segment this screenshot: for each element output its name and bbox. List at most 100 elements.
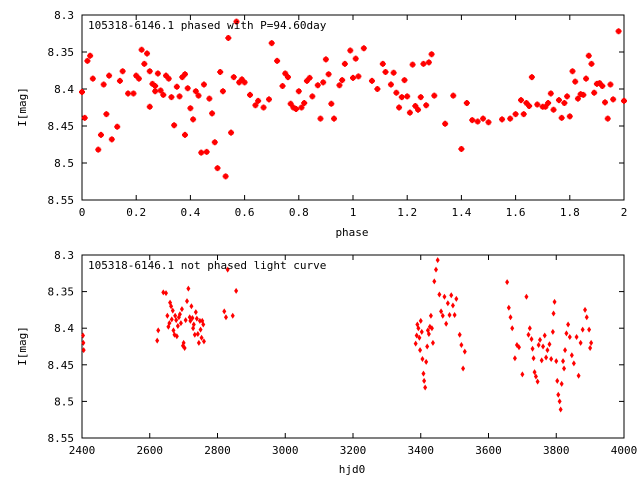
data-point-core — [361, 46, 367, 51]
data-point — [191, 321, 196, 328]
data-point-core — [600, 83, 605, 89]
data-point — [433, 266, 438, 273]
y-tick-label: 8.55 — [48, 432, 75, 445]
data-point — [169, 303, 174, 310]
data-point — [530, 345, 535, 352]
x-tick-label: 2800 — [204, 444, 231, 457]
data-point — [539, 357, 544, 364]
data-point — [195, 331, 200, 338]
data-point-core — [147, 104, 152, 109]
data-point-core — [199, 150, 204, 155]
data-point — [531, 355, 536, 362]
data-point-core — [413, 103, 418, 109]
data-point-core — [125, 91, 131, 96]
data-point-core — [104, 111, 109, 117]
data-point-core — [575, 96, 581, 101]
data-point — [555, 377, 560, 384]
data-point — [199, 334, 204, 341]
data-point — [542, 332, 547, 339]
x-tick-label: 1.6 — [506, 206, 526, 219]
data-point — [440, 312, 445, 319]
tick-labels: 2400 2600 2800 3000 3200 3400 3600 3800 4000 8.3 8… — [48, 249, 638, 457]
data-point-core — [247, 92, 253, 98]
data-point — [544, 354, 549, 361]
data-point — [444, 320, 449, 327]
data-point — [563, 347, 568, 354]
data-point-core — [567, 114, 572, 119]
data-point-core — [79, 89, 85, 95]
data-point — [584, 314, 589, 321]
data-point — [165, 312, 170, 319]
data-point — [414, 332, 419, 339]
data-point — [174, 317, 179, 324]
data-point-core — [350, 75, 356, 81]
data-point — [428, 312, 433, 319]
data-point-core — [597, 80, 602, 86]
x-tick-label: 3800 — [543, 444, 570, 457]
data-point-core — [307, 75, 312, 81]
data-point-core — [90, 76, 96, 81]
data-point-core — [556, 97, 562, 103]
data-point — [420, 355, 425, 362]
data-point — [462, 348, 467, 355]
x-tick-label: 1.8 — [560, 206, 580, 219]
data-point — [422, 377, 427, 384]
data-point-core — [266, 97, 272, 102]
data-point — [508, 314, 513, 321]
data-point-core — [388, 82, 394, 87]
data-point — [201, 321, 206, 328]
data-point-core — [543, 104, 548, 109]
data-point-core — [182, 72, 188, 77]
data-point — [550, 328, 555, 335]
data-point-core — [280, 83, 285, 89]
data-point-core — [231, 74, 236, 80]
data-point-core — [288, 101, 293, 106]
data-point — [588, 344, 593, 351]
data-point — [178, 320, 183, 327]
data-point — [532, 369, 537, 376]
data-point-core — [150, 81, 155, 87]
data-point-core — [320, 80, 326, 85]
data-point-core — [161, 92, 166, 98]
y-tick-label: 8.45 — [48, 359, 75, 372]
data-point-core — [293, 106, 299, 112]
data-point-core — [152, 83, 158, 89]
data-point — [529, 336, 534, 343]
x-tick-label: 3600 — [475, 444, 502, 457]
data-point — [192, 331, 197, 338]
x-tick-label: 0.8 — [289, 206, 309, 219]
data-point-core — [242, 80, 247, 85]
x-tick-label: 3400 — [408, 444, 435, 457]
x-tick-label: 1.4 — [451, 206, 471, 219]
data-point — [569, 352, 574, 359]
data-point-core — [396, 105, 402, 110]
data-point-core — [96, 147, 101, 152]
data-point-core — [269, 40, 274, 46]
data-point-core — [204, 149, 209, 155]
data-point-core — [426, 60, 432, 65]
y-tick-label: 8.3 — [54, 249, 74, 262]
data-point-core — [136, 76, 142, 81]
x-tick-label: 0 — [79, 206, 86, 219]
data-point-core — [188, 106, 193, 111]
data-point-core — [573, 79, 578, 84]
data-point-core — [142, 61, 147, 67]
data-point-core — [193, 89, 199, 94]
data-point — [561, 358, 566, 365]
data-point-core — [459, 146, 464, 152]
data-point-core — [475, 119, 480, 124]
data-point-core — [486, 120, 491, 125]
data-point-core — [174, 84, 180, 89]
data-point-core — [605, 116, 610, 121]
data-point — [545, 347, 550, 354]
data-point-core — [139, 47, 144, 52]
data-point — [549, 355, 554, 362]
data-point-core — [120, 69, 125, 74]
x-axis-label: phase — [335, 226, 368, 239]
data-point-core — [228, 130, 234, 135]
data-point — [432, 278, 437, 285]
data-point-core — [234, 19, 239, 24]
data-point-core — [87, 53, 93, 58]
data-point — [169, 316, 174, 323]
